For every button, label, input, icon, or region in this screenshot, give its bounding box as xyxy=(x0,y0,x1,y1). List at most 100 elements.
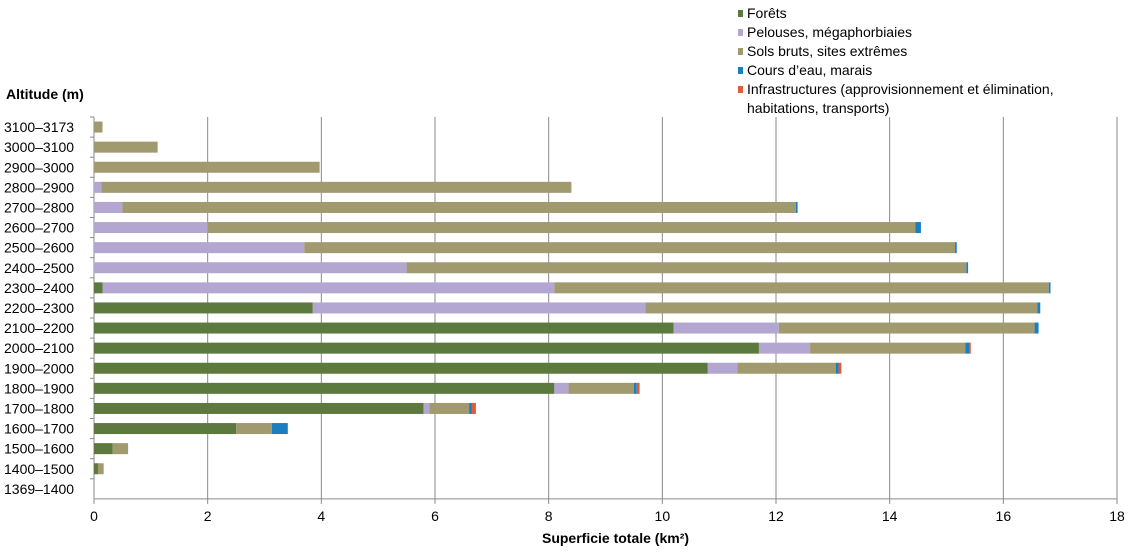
y-tick-label: 2900–3000 xyxy=(4,159,74,175)
y-tick-label: 1500–1600 xyxy=(4,441,74,457)
bar-segment xyxy=(94,161,320,173)
x-tick-label-18: 18 xyxy=(1109,508,1125,524)
bar-segment xyxy=(429,402,470,414)
bar-segment xyxy=(810,342,966,354)
bar-segment xyxy=(737,362,836,374)
x-tick-label-2: 2 xyxy=(204,508,212,524)
bar-segment xyxy=(758,342,811,354)
y-tick-label: 1800–1900 xyxy=(4,380,74,396)
bar-segment xyxy=(94,402,424,414)
bar-segment xyxy=(835,362,839,374)
bar-segment xyxy=(97,463,104,475)
bar-segment xyxy=(838,362,842,374)
bar-segment xyxy=(673,322,779,334)
bar-segment xyxy=(101,181,572,193)
x-tick-label-12: 12 xyxy=(768,508,784,524)
bar-segment xyxy=(645,302,1038,314)
legend-swatch-cours-eau xyxy=(738,67,743,74)
y-tick-label: 1400–1500 xyxy=(4,461,74,477)
y-tick-label: 2800–2900 xyxy=(4,179,74,195)
bar-segment xyxy=(94,121,103,133)
legend-item-sols-bruts: Sols bruts, sites extrêmes xyxy=(738,42,1127,61)
chart-legend: Forêts Pelouses, mégaphorbiaies Sols bru… xyxy=(738,4,1127,118)
y-tick-label: 2000–2100 xyxy=(4,340,74,356)
bar-segment xyxy=(94,222,208,234)
bar-segment xyxy=(471,402,476,414)
bar-segment xyxy=(236,423,272,435)
legend-swatch-pelouses xyxy=(738,29,743,36)
y-tick-label: 1700–1800 xyxy=(4,400,74,416)
bar-segment xyxy=(94,322,674,334)
y-tick-label: 1600–1700 xyxy=(4,421,74,437)
y-tick-label: 2700–2800 xyxy=(4,199,74,215)
bar-segment xyxy=(423,402,430,414)
y-tick-label: 2600–2700 xyxy=(4,220,74,236)
x-tick-label-0: 0 xyxy=(90,508,98,524)
bar-segment xyxy=(554,282,1049,294)
bar-segment xyxy=(636,382,640,394)
legend-item-pelouses: Pelouses, mégaphorbiaies xyxy=(738,23,1127,42)
bar-segment xyxy=(112,443,129,455)
x-tick-label-8: 8 xyxy=(545,508,553,524)
bar-segment xyxy=(406,262,967,274)
legend-item-forets: Forêts xyxy=(738,4,1127,23)
bar-segment xyxy=(1048,282,1051,294)
bar-segment xyxy=(94,423,237,435)
bar-segment xyxy=(94,362,708,374)
bar-segment xyxy=(965,342,970,354)
y-tick-label: 3100–3173 xyxy=(4,119,74,135)
legend-label-infrastructures: Infrastructures (approvisionnement et él… xyxy=(747,81,1054,116)
bar-segment xyxy=(955,242,957,254)
x-tick-label-14: 14 xyxy=(882,508,898,524)
y-tick-label: 2400–2500 xyxy=(4,260,74,276)
y-tick-label: 2100–2200 xyxy=(4,320,74,336)
bar-segment xyxy=(312,302,646,314)
bar-segment xyxy=(568,382,634,394)
y-tick-label: 2300–2400 xyxy=(4,280,74,296)
bar-segment xyxy=(94,443,113,455)
y-tick-label: 3000–3100 xyxy=(4,139,74,155)
bar-segment xyxy=(94,282,103,294)
y-tick-label: 2500–2600 xyxy=(4,240,74,256)
legend-swatch-forets xyxy=(738,10,743,17)
bar-segment xyxy=(915,222,921,234)
x-tick-label-6: 6 xyxy=(431,508,439,524)
bar-segment xyxy=(94,181,102,193)
y-tick-label: 1369–1400 xyxy=(4,481,74,497)
bar-segment xyxy=(102,282,555,294)
legend-item-cours-eau: Cours d’eau, marais xyxy=(738,61,1127,80)
x-tick-label-10: 10 xyxy=(655,508,671,524)
bar-segment xyxy=(94,262,407,274)
bar-segment xyxy=(469,402,472,414)
bar-segment xyxy=(304,242,956,254)
legend-label-forets: Forêts xyxy=(747,5,787,21)
bar-segment xyxy=(94,463,98,475)
y-axis-title: Altitude (m) xyxy=(6,86,84,102)
legend-label-sols-bruts: Sols bruts, sites extrêmes xyxy=(747,43,908,59)
bar-segment xyxy=(122,201,796,213)
bar-segment xyxy=(94,242,305,254)
bar-segment xyxy=(969,342,971,354)
bar-segment xyxy=(1037,302,1041,314)
bar-segment xyxy=(795,201,798,213)
bar-segment xyxy=(271,423,288,435)
legend-swatch-infrastructures xyxy=(738,86,743,93)
legend-swatch-sols-bruts xyxy=(738,48,743,55)
bar-segment xyxy=(966,262,969,274)
bar-segment xyxy=(633,382,637,394)
bar-segment xyxy=(94,342,759,354)
bar-segment xyxy=(94,302,313,314)
y-tick-label: 1900–2000 xyxy=(4,360,74,376)
bar-segment xyxy=(1034,322,1039,334)
bar-segment xyxy=(94,201,123,213)
legend-label-pelouses: Pelouses, mégaphorbiaies xyxy=(747,24,912,40)
x-tick-label-4: 4 xyxy=(317,508,325,524)
y-tick-label: 2200–2300 xyxy=(4,300,74,316)
bar-segment xyxy=(94,382,555,394)
bar-segment xyxy=(207,222,916,234)
bar-segment xyxy=(778,322,1035,334)
bar-segment xyxy=(707,362,738,374)
bar-segment xyxy=(94,141,158,153)
legend-label-cours-eau: Cours d’eau, marais xyxy=(747,62,873,78)
